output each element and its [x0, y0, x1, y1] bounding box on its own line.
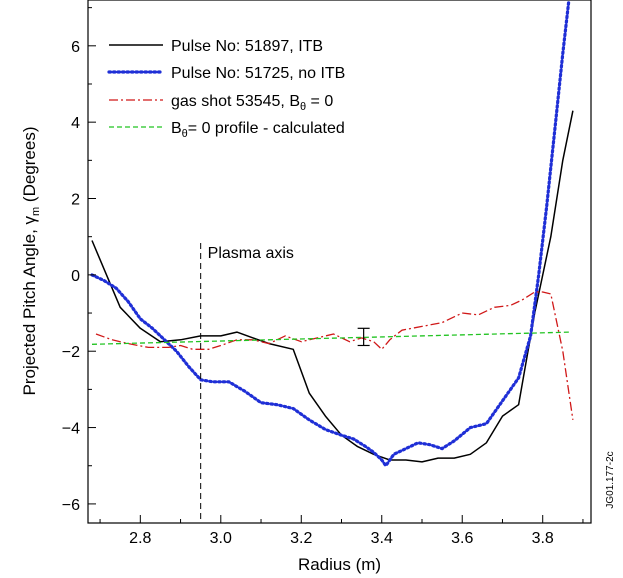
series-line-2 — [95, 291, 574, 420]
y-tick-label-3: 0 — [71, 268, 80, 285]
legend-label-0: Pulse No: 51897, ITB — [171, 38, 323, 55]
y-tick-label-0: −6 — [62, 497, 80, 514]
legend-label-1: Pulse No: 51725, no ITB — [171, 65, 345, 82]
y-tick-label-6: 6 — [71, 39, 80, 56]
x-tick-label-4: 3.6 — [451, 530, 473, 547]
x-tick-label-2: 3.2 — [290, 530, 312, 547]
legend-label-3: Bθ= 0 profile - calculated — [171, 120, 345, 140]
plasma-axis-label: Plasma axis — [208, 245, 294, 262]
legend-label-2: gas shot 53545, Bθ = 0 — [171, 93, 333, 113]
y-tick-label-2: −2 — [62, 344, 80, 361]
x-tick-label-1: 3.0 — [210, 530, 232, 547]
x-tick-label-3: 3.4 — [371, 530, 393, 547]
figure-id: JG01.177-2c — [605, 451, 616, 508]
x-axis-title: Radius (m) — [298, 555, 381, 574]
y-tick-label-4: 2 — [71, 192, 80, 209]
y-axis-title: Projected Pitch Angle, γm (Degrees) — [20, 126, 42, 395]
y-tick-label-5: 4 — [71, 115, 80, 132]
y-tick-label-1: −4 — [62, 421, 80, 438]
x-tick-label-5: 3.8 — [532, 530, 554, 547]
x-tick-label-0: 2.8 — [129, 530, 151, 547]
plot-frame — [87, 0, 592, 524]
series-line-1 — [90, 0, 571, 468]
series-line-0 — [91, 110, 574, 463]
